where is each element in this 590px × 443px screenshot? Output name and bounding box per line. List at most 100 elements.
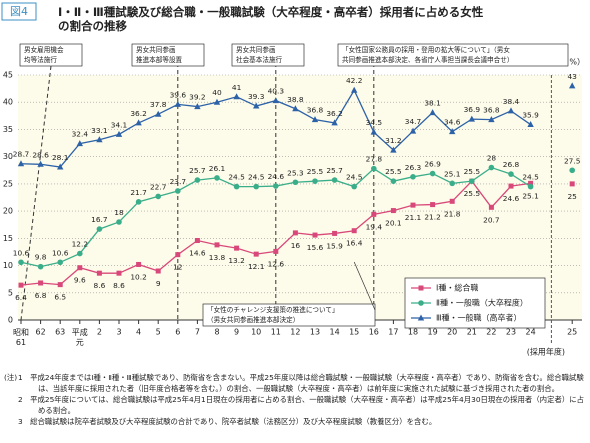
data-label: 14.6 xyxy=(189,249,206,258)
point xyxy=(155,110,162,117)
point xyxy=(77,265,83,271)
data-label: 24.6 xyxy=(503,194,520,203)
point xyxy=(37,263,44,270)
data-label: 36.2 xyxy=(326,109,342,118)
data-label: 24.6 xyxy=(268,172,285,181)
data-label: 25.1 xyxy=(522,191,539,200)
data-label: 40.3 xyxy=(268,87,285,96)
data-label: 28.6 xyxy=(32,150,49,159)
y-tick-label: 35 xyxy=(3,125,13,134)
point xyxy=(488,164,495,171)
note: 2 平成25年度については、総合職試験は平成25年4月1日現在の採用者に占める割… xyxy=(18,395,585,415)
point xyxy=(96,270,102,276)
data-label: 25.7 xyxy=(326,166,343,175)
x-tick-label: 62 xyxy=(36,328,46,337)
data-label: 36.9 xyxy=(464,105,481,114)
x-tick-label: 6 xyxy=(175,328,180,337)
point xyxy=(527,183,534,190)
point xyxy=(18,282,24,288)
chart-title: Ⅰ・Ⅱ・Ⅲ種試験及び総合職・一般職試験（大卒程度・高卒者）採用者に占める女性の割… xyxy=(58,5,484,33)
point xyxy=(488,204,494,210)
data-label: 13.2 xyxy=(228,256,244,265)
x-tick-label: 14 xyxy=(330,328,340,337)
data-label: 27.8 xyxy=(366,155,383,164)
data-label: 25.5 xyxy=(464,167,481,176)
note: 3 総合職試験は院卒者試験及び大卒程度試験の合計であり、院卒者試験（法務区分）及… xyxy=(18,417,437,426)
data-label: 36.2 xyxy=(130,109,146,118)
y-tick-label: 0 xyxy=(8,316,13,325)
data-label: 25.3 xyxy=(287,168,304,177)
point xyxy=(569,181,575,187)
data-label: 25.5 xyxy=(307,167,324,176)
data-label: 16.4 xyxy=(346,239,363,248)
point xyxy=(96,136,103,143)
data-label: 15.9 xyxy=(326,241,343,250)
annotation: 男女共同参画推進本部等設置 xyxy=(136,45,183,64)
point xyxy=(234,245,240,251)
point xyxy=(449,180,456,187)
data-label: 12.2 xyxy=(72,240,88,249)
point xyxy=(116,219,122,225)
point xyxy=(311,116,319,123)
point xyxy=(449,198,455,204)
data-label: 28.1 xyxy=(52,153,69,162)
point xyxy=(449,128,456,135)
point xyxy=(37,160,44,167)
point xyxy=(508,171,514,177)
data-label: 27.5 xyxy=(564,156,581,165)
x-tick-label: 11 xyxy=(271,328,281,337)
data-label: 28.7 xyxy=(13,150,30,159)
data-label: 35.9 xyxy=(522,111,539,120)
annotation-box xyxy=(131,43,205,67)
data-label: 24.5 xyxy=(228,173,245,182)
x-tick-label: 63 xyxy=(55,328,65,337)
data-label: 37.8 xyxy=(150,100,167,109)
annotation-pointer xyxy=(353,261,376,311)
data-label: 26.3 xyxy=(405,163,422,172)
data-label: 6.8 xyxy=(35,291,47,300)
annotation-box xyxy=(337,43,569,67)
point xyxy=(370,128,377,135)
notes-label: (注) xyxy=(4,373,18,382)
point xyxy=(175,188,181,194)
data-label: 28 xyxy=(487,154,497,163)
data-label: 9 xyxy=(156,279,161,288)
data-label: 42.2 xyxy=(346,76,362,85)
data-label: 21.1 xyxy=(405,213,422,222)
legend-label: Ⅱ種・一般職（大卒程度） xyxy=(436,298,528,308)
point xyxy=(390,208,396,214)
x-tick-label: 24 xyxy=(526,328,536,337)
x-tick-label: 9 xyxy=(234,328,239,337)
x-tick-label: 19 xyxy=(428,328,438,337)
annotation: 「女性国家公務員の採用・登用の拡大等について」（男女共同参画推進本部決定、各省庁… xyxy=(342,45,513,64)
point xyxy=(17,160,25,167)
data-label: 43 xyxy=(567,72,577,81)
point xyxy=(528,180,534,186)
point xyxy=(18,259,24,266)
x-tick-label: 8 xyxy=(214,328,219,337)
data-label: 38.8 xyxy=(287,95,304,104)
point xyxy=(371,165,377,172)
point xyxy=(292,179,299,186)
x-tick-label: 25 xyxy=(567,328,577,337)
annotation-box xyxy=(202,303,376,327)
notes: (注) 1 平成24年度まではⅠ種・Ⅱ種・Ⅲ種試験であり、防衛省を含まない。平成… xyxy=(4,372,586,427)
data-label: 25.5 xyxy=(464,189,481,198)
point xyxy=(332,230,338,236)
x-tick-label: 5 xyxy=(156,328,161,337)
data-label: 16.7 xyxy=(91,215,108,224)
data-label: 24.5 xyxy=(346,173,363,182)
data-label: 6.5 xyxy=(54,293,66,302)
chart: 図4 Ⅰ・Ⅱ・Ⅲ種試験及び総合職・一般職試験（大卒程度・高卒者）採用者に占める女… xyxy=(1,2,585,357)
point xyxy=(272,97,279,104)
point xyxy=(312,178,318,184)
data-label: 10.6 xyxy=(52,248,69,257)
data-label: 22.7 xyxy=(150,182,167,191)
data-label: 38.4 xyxy=(503,97,520,106)
data-label: 39.3 xyxy=(248,92,265,101)
point xyxy=(430,202,436,208)
x-tick-label: 21 xyxy=(467,328,477,337)
point xyxy=(569,167,575,174)
data-label: 26.1 xyxy=(209,164,226,173)
